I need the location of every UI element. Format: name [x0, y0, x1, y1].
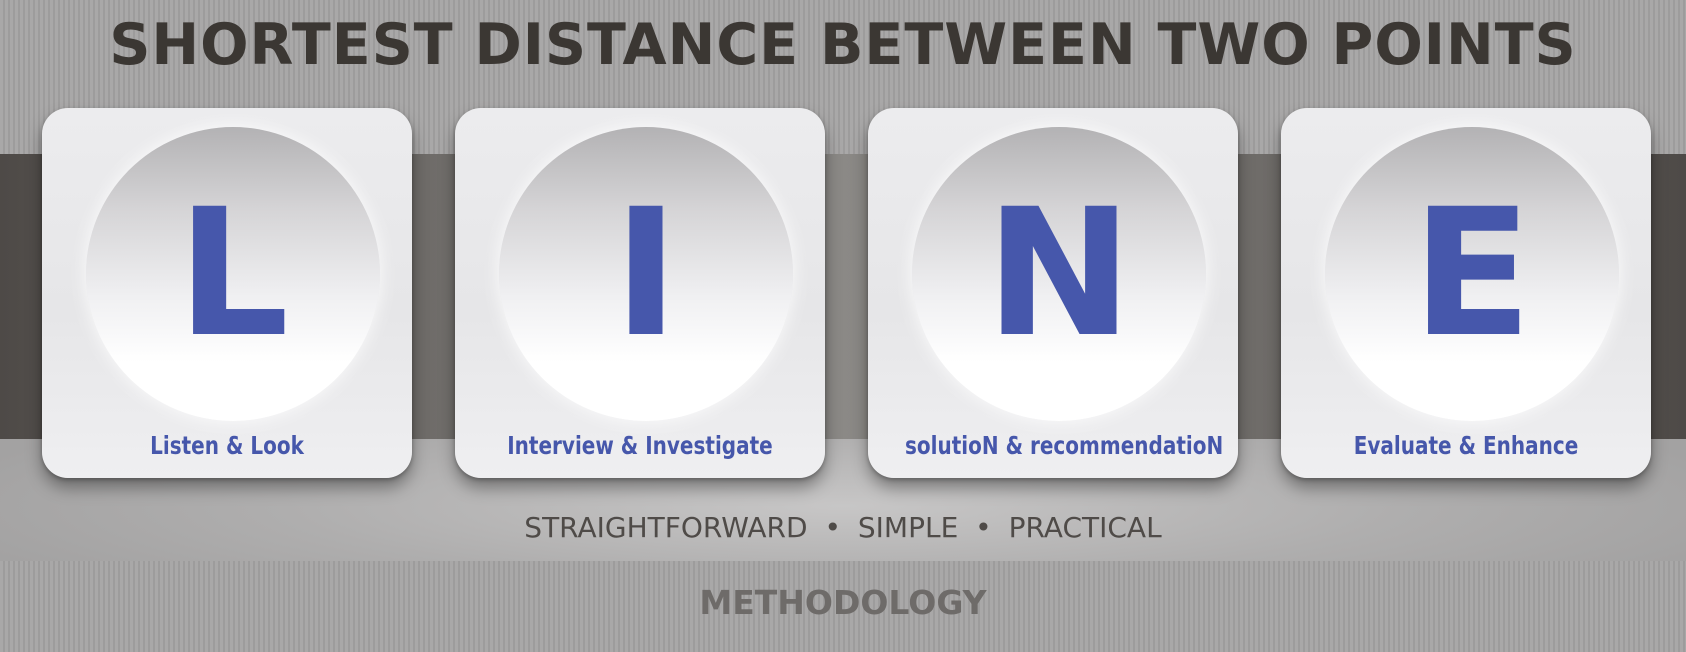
card-letter: N [985, 171, 1133, 376]
card-i: I Interview & Investigate [455, 108, 825, 478]
card-caption: solutioN & recommendatioN [905, 431, 1224, 460]
tagline: STRAIGHTFORWARD • SIMPLE • PRACTICAL [0, 510, 1686, 546]
card-caption: Listen & Look [150, 431, 304, 460]
card-caption: Interview & Investigate [507, 431, 773, 460]
footer-label: METHODOLOGY [699, 583, 987, 622]
bullet-separator: • [975, 511, 992, 544]
bullet-separator: • [824, 511, 841, 544]
letter-disc: N [912, 127, 1206, 421]
page-title: SHORTEST DISTANCE BETWEEN TWO POINTS [109, 12, 1577, 78]
card-caption: Evaluate & Enhance [1353, 431, 1579, 460]
card-letter: I [613, 171, 679, 376]
card-letter: L [176, 171, 290, 376]
tagline-item: SIMPLE [857, 511, 959, 544]
card-l: L Listen & Look [42, 108, 412, 478]
letter-disc: E [1325, 127, 1619, 421]
card-n: N solutioN & recommendatioN [868, 108, 1238, 478]
card-letter: E [1411, 171, 1533, 376]
letter-disc: L [86, 127, 380, 421]
tagline-item: PRACTICAL [1008, 511, 1162, 544]
tagline-item: STRAIGHTFORWARD [524, 511, 808, 544]
card-e: E Evaluate & Enhance [1281, 108, 1651, 478]
letter-disc: I [499, 127, 793, 421]
